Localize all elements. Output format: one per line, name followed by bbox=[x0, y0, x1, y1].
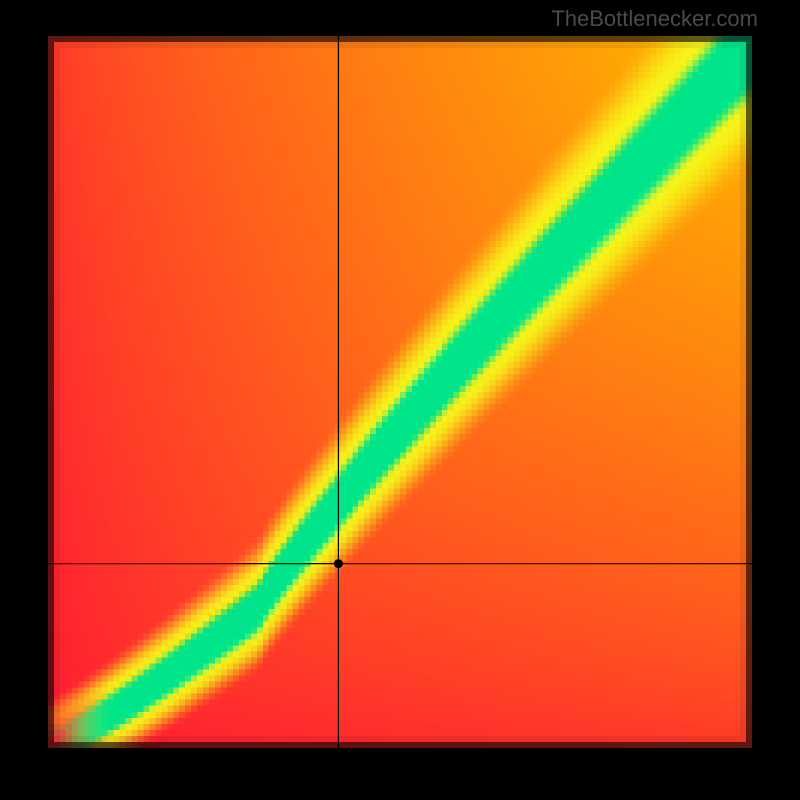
chart-container: { "type": "heatmap", "canvas": { "width"… bbox=[0, 0, 800, 800]
watermark-text: TheBottlenecker.com bbox=[551, 6, 758, 32]
bottleneck-heatmap bbox=[42, 30, 758, 754]
